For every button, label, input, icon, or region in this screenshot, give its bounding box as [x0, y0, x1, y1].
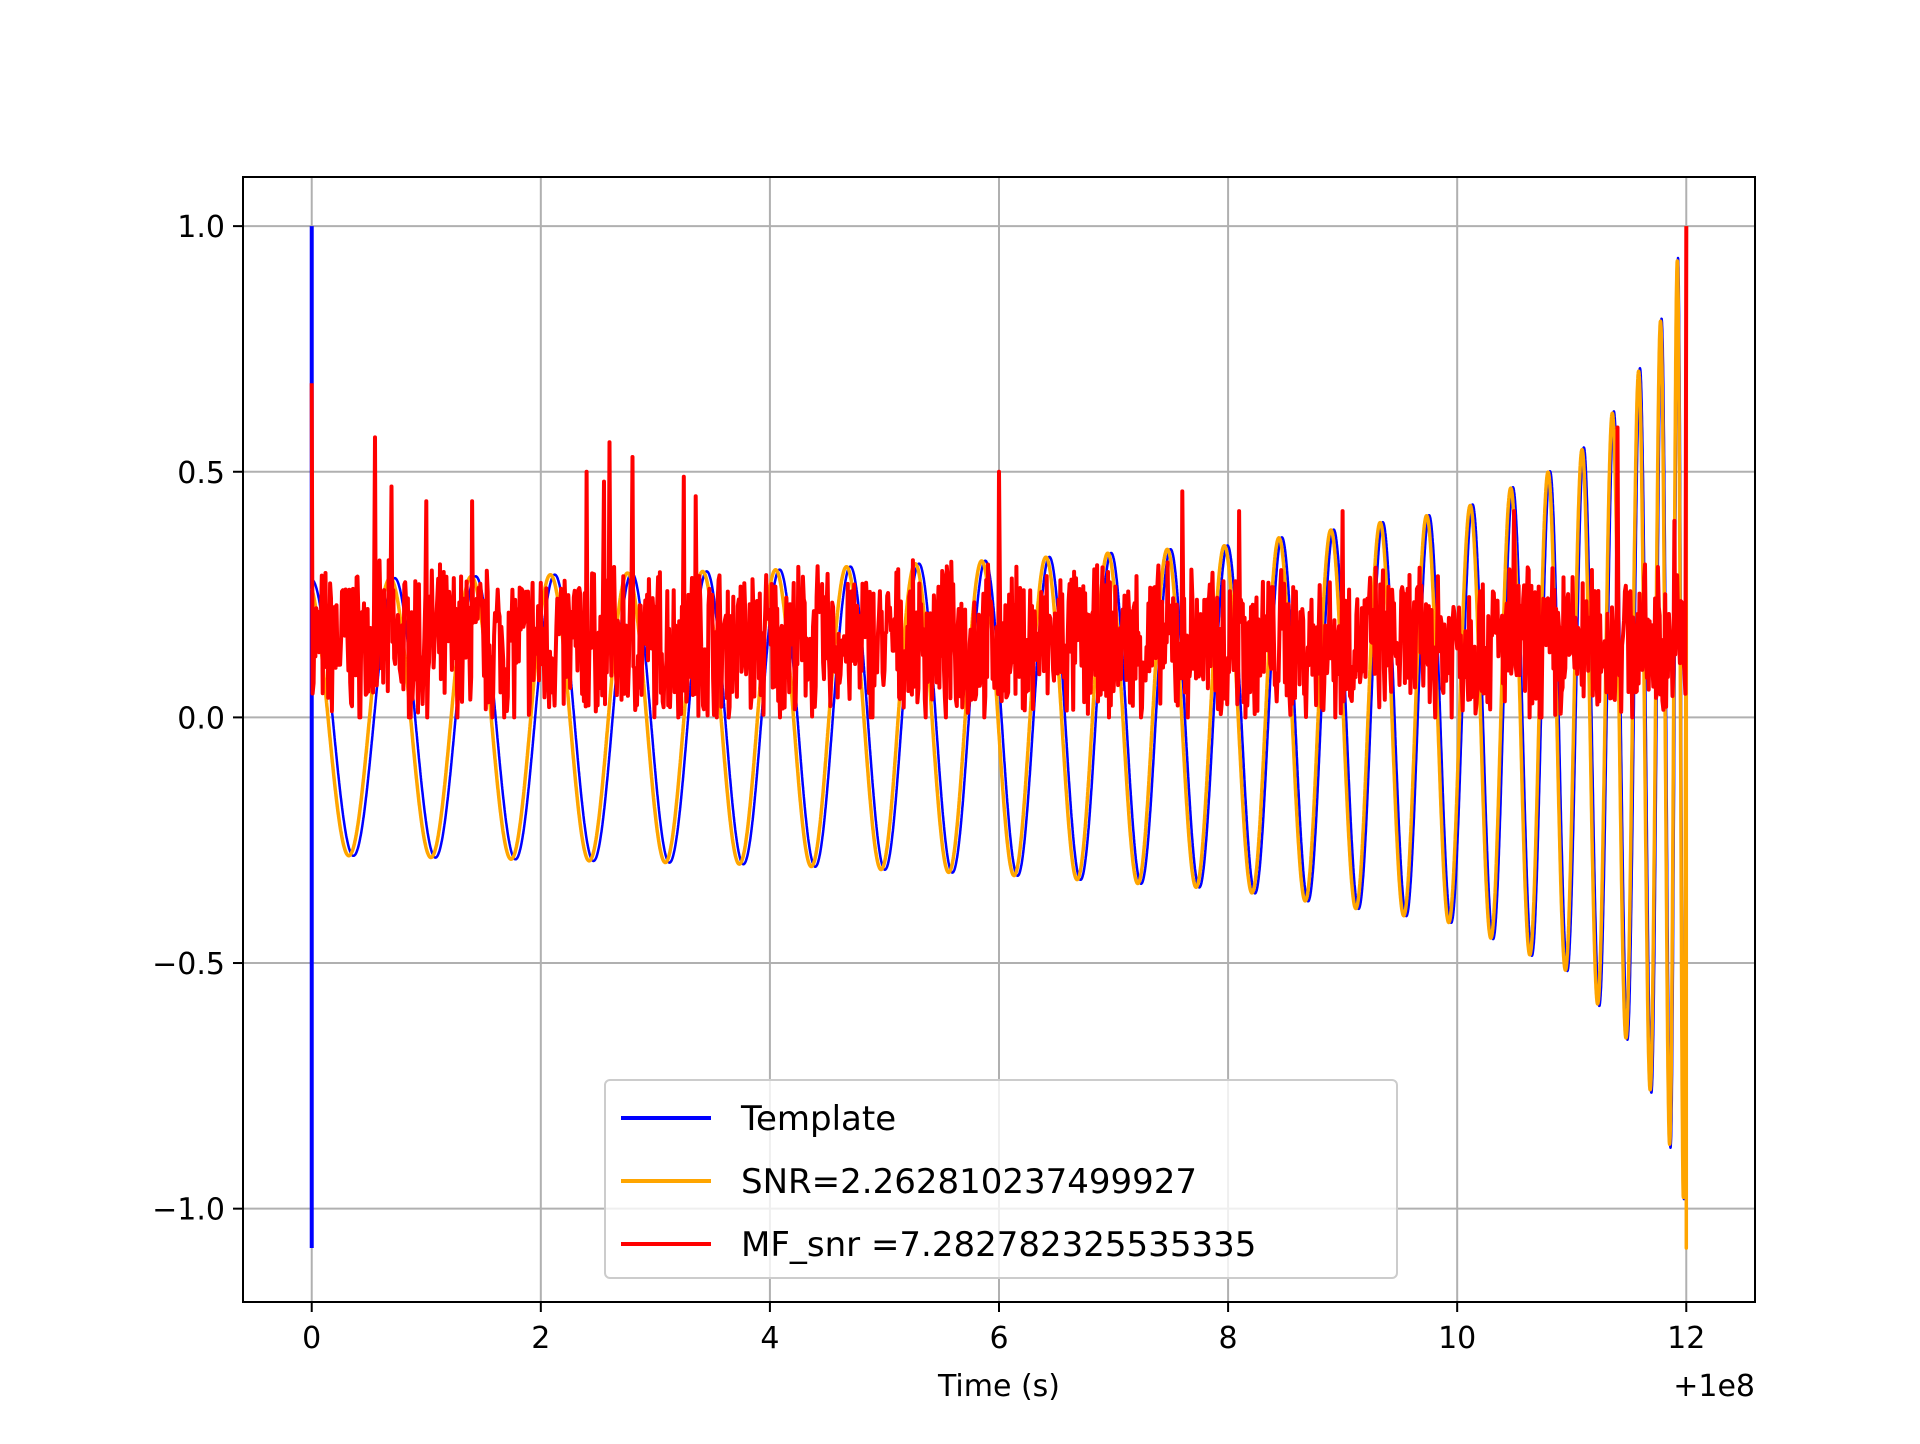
y-tick-label: −0.5	[152, 947, 225, 982]
legend: Template SNR=2.262810237499927 MF_snr =7.2…	[604, 1079, 1398, 1279]
series-line-2	[309, 226, 1689, 720]
x-axis-label: Time (s)	[937, 1369, 1060, 1404]
x-tick-label: 10	[1438, 1321, 1476, 1356]
x-tick-label: 4	[760, 1321, 779, 1356]
tick-layer: 0 2 4 6 8 10 12 1.0 0.5 0.0 −0.5 −1.0	[152, 210, 1705, 1356]
x-tick-label: 12	[1667, 1321, 1705, 1356]
series-layer	[309, 226, 1689, 1250]
y-tick-label: 0.5	[177, 456, 225, 491]
y-tick-label: 0.0	[177, 701, 225, 736]
y-tick-label: 1.0	[177, 210, 225, 245]
legend-label-0: Template	[740, 1099, 896, 1139]
legend-label-2: MF_snr =7.282782325535335	[741, 1225, 1256, 1265]
legend-label-1: SNR=2.262810237499927	[741, 1162, 1197, 1202]
x-tick-label: 6	[989, 1321, 1008, 1356]
legend-box	[604, 1079, 1398, 1279]
legend-items: Template SNR=2.262810237499927 MF_snr =7.2…	[621, 1099, 1256, 1265]
y-tick-label: −1.0	[152, 1193, 225, 1228]
x-offset-label: +1e8	[1673, 1369, 1755, 1404]
x-tick-label: 8	[1219, 1321, 1238, 1356]
x-tick-label: 0	[302, 1321, 321, 1356]
x-tick-label: 2	[531, 1321, 550, 1356]
